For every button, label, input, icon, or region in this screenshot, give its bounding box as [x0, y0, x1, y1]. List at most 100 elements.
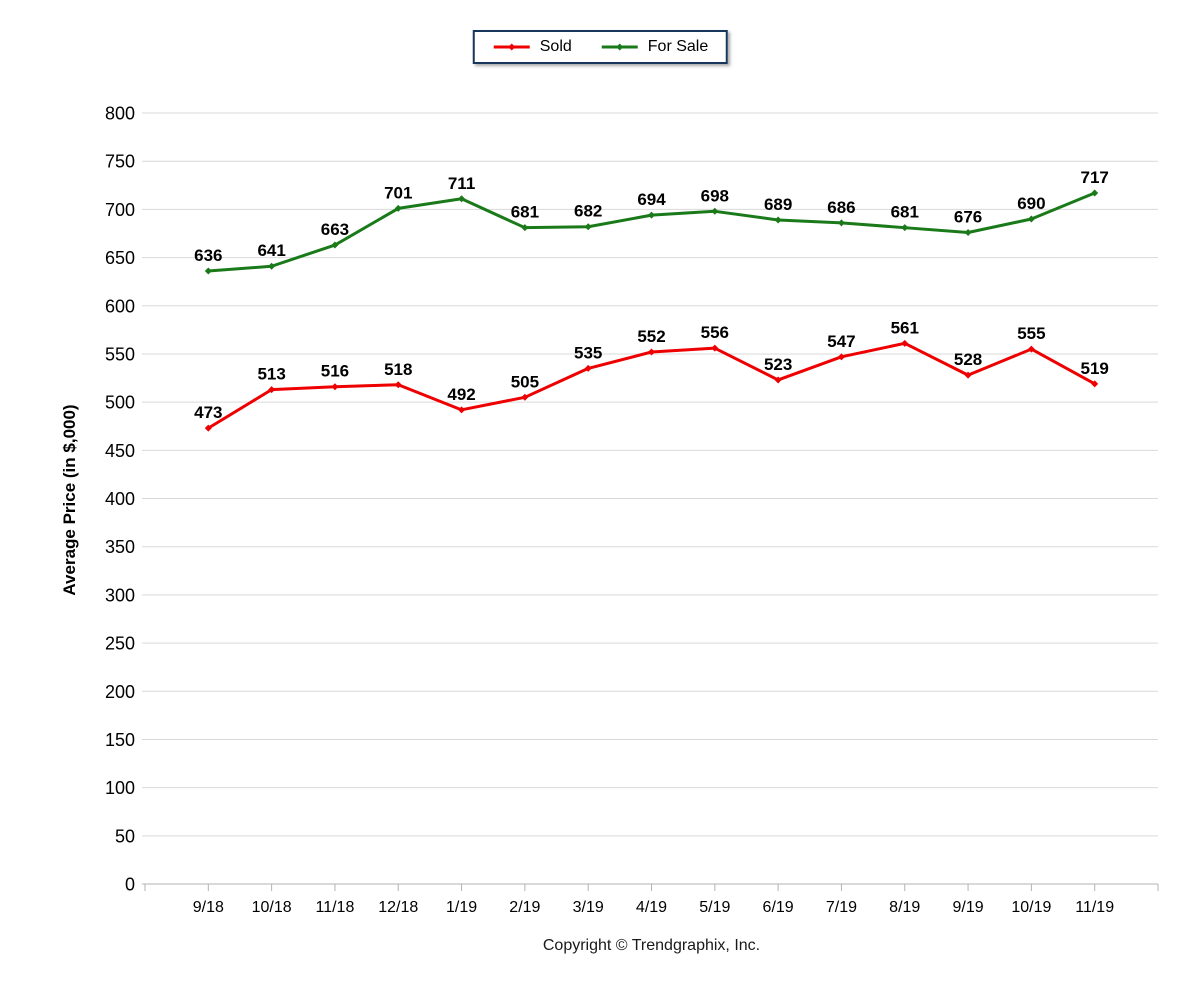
x-tick-label: 9/19: [952, 899, 983, 916]
for-sale-data-label: 681: [511, 203, 539, 222]
y-tick-label: 750: [105, 152, 135, 172]
sold-data-label: 528: [954, 350, 982, 369]
for-sale-data-labels: 636 641 663 701 711 681 682 694 698 689 686 681 676 6…: [194, 168, 1109, 265]
for-sale-marker: [268, 262, 276, 270]
x-tick-label: 6/19: [763, 899, 794, 916]
for-sale-marker: [774, 216, 782, 224]
x-tick-label: 1/19: [446, 899, 477, 916]
sold-marker: [584, 364, 592, 372]
for-sale-marker: [901, 224, 909, 232]
sold-data-label: 552: [637, 327, 665, 346]
y-tick-label: 450: [105, 441, 135, 461]
sold-marker: [1091, 380, 1099, 388]
for-sale-data-label: 681: [891, 203, 919, 222]
sold-marker: [774, 376, 782, 384]
sold-data-label: 473: [194, 403, 222, 422]
y-tick-label: 250: [105, 634, 135, 654]
x-tick-label: 4/19: [636, 899, 667, 916]
for-sale-data-label: 711: [448, 174, 475, 193]
sold-marker: [331, 383, 339, 391]
for-sale-marker: [648, 211, 655, 219]
y-tick-label: 800: [105, 104, 135, 124]
sold-data-label: 492: [447, 385, 475, 404]
x-tick-label: 10/19: [1011, 899, 1051, 916]
legend-item-sold[interactable]: Sold: [492, 39, 572, 55]
sold-data-label: 516: [321, 362, 349, 381]
sold-marker: [901, 339, 909, 347]
for-sale-data-label: 698: [701, 186, 729, 205]
y-tick-label: 350: [105, 537, 135, 557]
for-sale-data-label: 689: [764, 195, 792, 214]
sold-marker: [204, 424, 212, 432]
y-tick-label: 0: [125, 875, 135, 895]
for-sale-marker: [1027, 215, 1035, 223]
sold-marker: [711, 344, 719, 352]
for-sale-data-label: 676: [954, 208, 982, 227]
sold-marker: [837, 353, 845, 361]
for-sale-marker: [837, 219, 845, 227]
sold-data-label: 523: [764, 355, 792, 374]
series-sold: [204, 339, 1099, 432]
chart-legend: Sold For Sale: [472, 30, 728, 64]
sold-data-label: 535: [574, 343, 602, 362]
y-tick-label: 700: [105, 200, 135, 220]
for-sale-marker: [458, 195, 466, 203]
x-axis-ticks: [144, 884, 1159, 891]
x-tick-label: 11/18: [316, 899, 355, 916]
for-sale-data-label: 690: [1017, 194, 1045, 213]
sold-marker: [521, 393, 529, 401]
x-tick-label: 5/19: [699, 899, 730, 916]
y-axis-tick-labels: 0 50 100 150 200 250 300 350 400 450 500 550 600 650 7…: [105, 104, 135, 895]
x-tick-label: 11/19: [1075, 899, 1114, 916]
sold-marker: [458, 406, 466, 414]
for-sale-marker: [331, 241, 339, 249]
y-tick-label: 300: [105, 585, 135, 605]
x-tick-label: 12/18: [378, 899, 418, 916]
y-tick-label: 50: [115, 826, 135, 846]
y-tick-label: 650: [105, 248, 135, 268]
y-tick-label: 500: [105, 393, 135, 413]
legend-label-sold: Sold: [539, 38, 572, 55]
for-sale-data-label: 717: [1081, 168, 1109, 187]
sold-data-label: 555: [1017, 324, 1045, 343]
for-sale-data-label: 694: [637, 190, 666, 209]
for-sale-marker: [521, 224, 529, 232]
for-sale-data-label: 682: [574, 202, 602, 221]
sold-marker: [648, 348, 655, 356]
y-gridlines: [142, 112, 1158, 885]
x-tick-label: 8/19: [889, 899, 920, 916]
for-sale-marker: [711, 207, 719, 215]
y-tick-label: 150: [105, 730, 135, 750]
for-sale-data-label: 663: [321, 220, 349, 239]
y-tick-label: 600: [105, 296, 135, 316]
for-sale-marker: [964, 229, 972, 237]
for-sale-marker: [1091, 189, 1099, 197]
sold-line-icon: [493, 43, 530, 51]
sold-data-label: 518: [384, 360, 412, 379]
copyright-text: Copyright © Trendgraphix, Inc.: [542, 937, 761, 954]
legend-label-for-sale: For Sale: [647, 38, 709, 55]
y-tick-label: 550: [105, 344, 135, 364]
for-sale-data-label: 636: [194, 246, 222, 265]
series-for-sale: [204, 189, 1099, 275]
x-tick-label: 10/18: [252, 899, 292, 916]
for-sale-data-label: 686: [827, 198, 855, 217]
sold-data-label: 513: [257, 365, 285, 384]
for-sale-marker: [394, 204, 402, 212]
sold-data-label: 561: [891, 318, 919, 337]
x-tick-label: 9/18: [193, 899, 224, 916]
y-axis-title: Average Price (in $,000): [60, 404, 79, 596]
sold-marker: [268, 386, 276, 394]
x-axis-tick-labels: 9/18 10/18 11/18 12/18 1/19 2/19 3/19 4/19 5/19 6…: [193, 899, 1114, 916]
sold-data-labels: 473 513 516 518 492 505 535 552 556 523 547 561 528 5…: [194, 318, 1109, 422]
sold-data-label: 519: [1081, 359, 1109, 378]
sold-marker: [964, 371, 972, 379]
sold-data-label: 556: [701, 323, 729, 342]
sold-data-label: 547: [827, 332, 855, 351]
y-tick-label: 200: [105, 682, 135, 702]
sold-marker: [394, 381, 402, 389]
legend-item-for-sale[interactable]: For Sale: [600, 39, 708, 55]
x-tick-label: 7/19: [826, 899, 857, 916]
